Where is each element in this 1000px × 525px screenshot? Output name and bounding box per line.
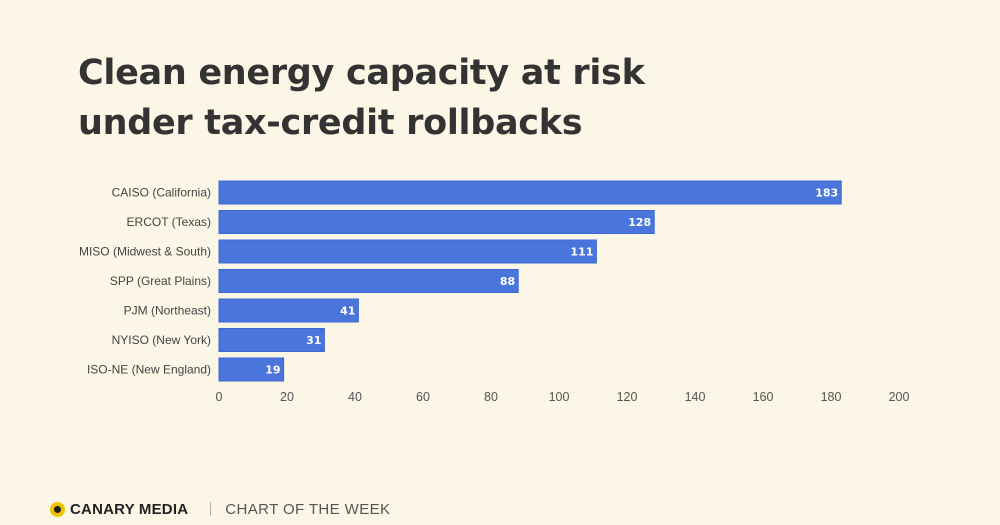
category-label: PJM (Northeast) <box>124 304 211 318</box>
chart-title-line-1: Clean energy capacity at risk <box>78 53 645 93</box>
category-label: MISO (Midwest & South) <box>79 245 211 259</box>
chart-title: Clean energy capacity at risk under tax-… <box>78 48 778 148</box>
data-label: 31 <box>306 334 321 347</box>
bar <box>218 357 285 382</box>
x-tick-label: 100 <box>549 390 570 404</box>
category-label: ERCOT (Texas) <box>127 215 211 229</box>
x-tick-label: 120 <box>617 390 638 404</box>
bar <box>218 210 655 234</box>
x-tick-label: 200 <box>889 390 910 404</box>
data-label: 111 <box>570 246 593 259</box>
footer: CANARY MEDIA CHART OF THE WEEK <box>50 496 390 522</box>
brand-name: CANARY MEDIA <box>70 500 189 518</box>
bar <box>218 328 325 352</box>
category-label: CAISO (California) <box>112 186 211 200</box>
data-label: 41 <box>340 305 355 318</box>
x-tick-label: 80 <box>484 390 498 404</box>
footer-divider <box>210 502 212 516</box>
x-tick-label: 0 <box>216 390 223 404</box>
bar <box>218 239 597 264</box>
data-label: 128 <box>628 216 651 229</box>
chart-title-line-2: under tax-credit rollbacks <box>78 103 583 143</box>
bar <box>218 180 842 205</box>
category-label: SPP (Great Plains) <box>110 274 211 288</box>
bar <box>218 298 359 323</box>
x-tick-label: 40 <box>348 390 362 404</box>
data-label: 19 <box>265 364 280 377</box>
x-tick-label: 140 <box>685 390 706 404</box>
footer-tagline: CHART OF THE WEEK <box>225 500 391 518</box>
bar <box>218 269 519 293</box>
data-label: 88 <box>500 275 515 288</box>
x-tick-label: 60 <box>416 390 430 404</box>
x-tick-label: 160 <box>753 390 774 404</box>
data-label: 183 <box>815 187 838 200</box>
x-tick-label: 20 <box>280 390 294 404</box>
canary-dot-icon <box>50 501 65 517</box>
x-tick-label: 180 <box>821 390 842 404</box>
category-label: ISO-NE (New England) <box>87 363 211 377</box>
category-label: NYISO (New York) <box>112 333 211 347</box>
